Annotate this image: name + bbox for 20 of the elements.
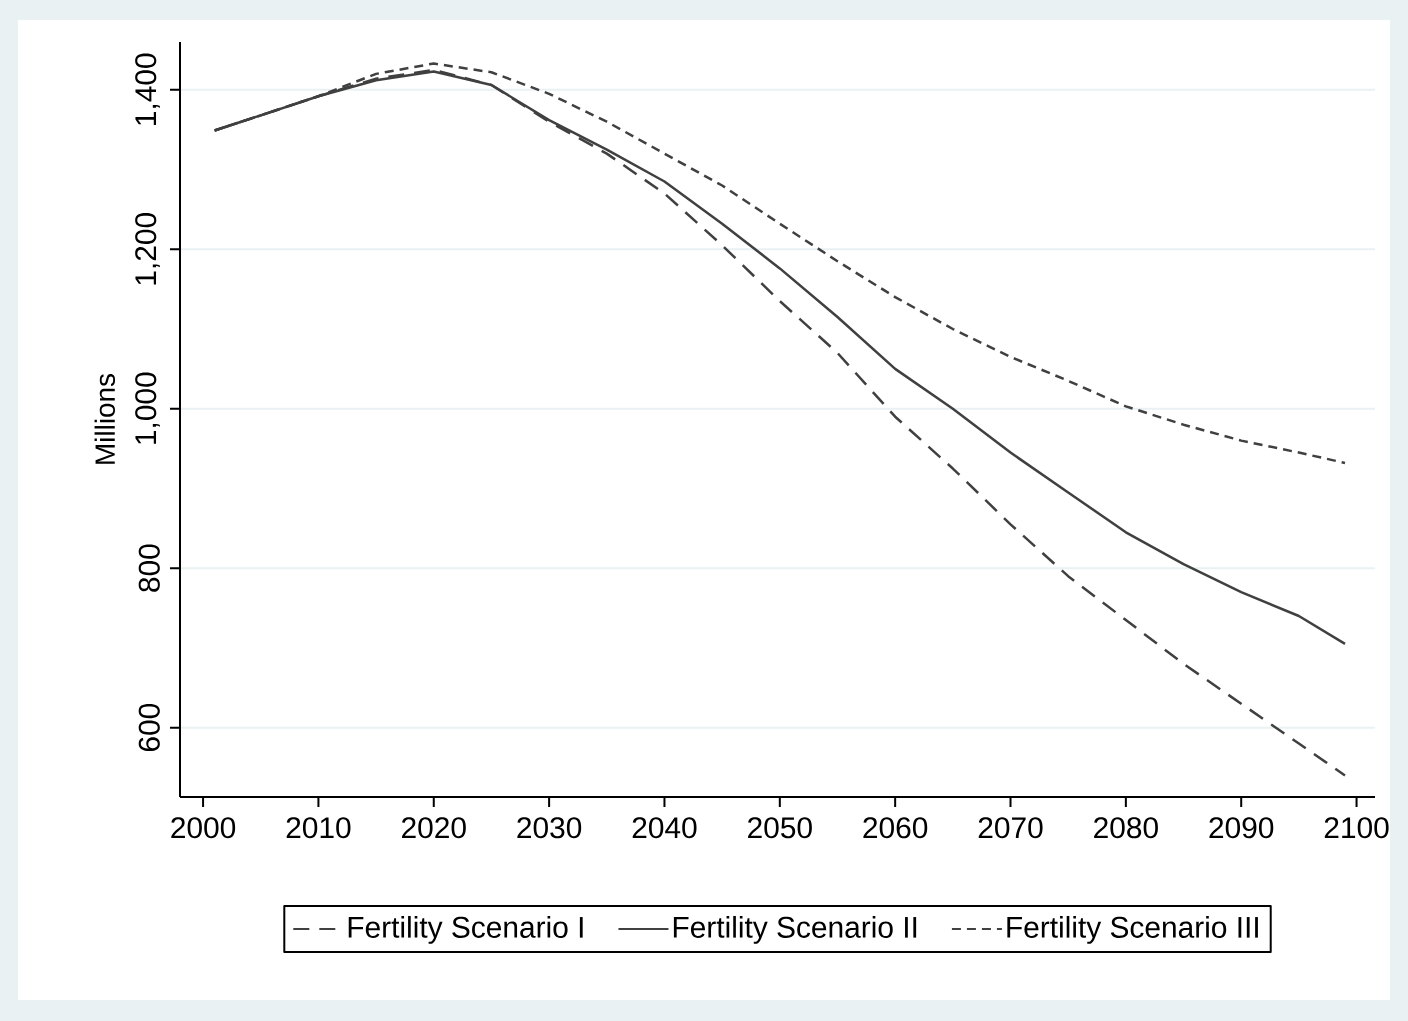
x-tick-label: 2060 — [863, 817, 928, 839]
x-tick-label: 2040 — [632, 817, 697, 839]
y-axis-title: Millions — [94, 374, 116, 464]
legend-label: Fertility Scenario III — [1007, 915, 1258, 944]
x-tick-label: 2020 — [402, 817, 466, 839]
x-tick-label: 2010 — [286, 817, 351, 839]
y-tick-label: 1,400 — [135, 53, 160, 125]
legend-label: Fertility Scenario II — [673, 915, 917, 944]
x-tick-label: 2050 — [748, 817, 812, 839]
x-tick-label: 2100 — [1324, 817, 1389, 839]
x-tick-label: 2000 — [171, 817, 236, 839]
y-tick-label: 800 — [138, 544, 160, 592]
y-tick-label: 1,200 — [135, 213, 160, 285]
y-tick-label: 1,000 — [135, 372, 160, 444]
x-tick-label: 2080 — [1094, 817, 1158, 839]
legend-label: Fertility Scenario I — [348, 915, 583, 944]
x-tick-label: 2030 — [517, 817, 582, 839]
y-tick-label: 600 — [138, 703, 160, 752]
x-tick-label: 2090 — [1209, 817, 1274, 839]
x-tick-label: 2070 — [978, 817, 1043, 839]
